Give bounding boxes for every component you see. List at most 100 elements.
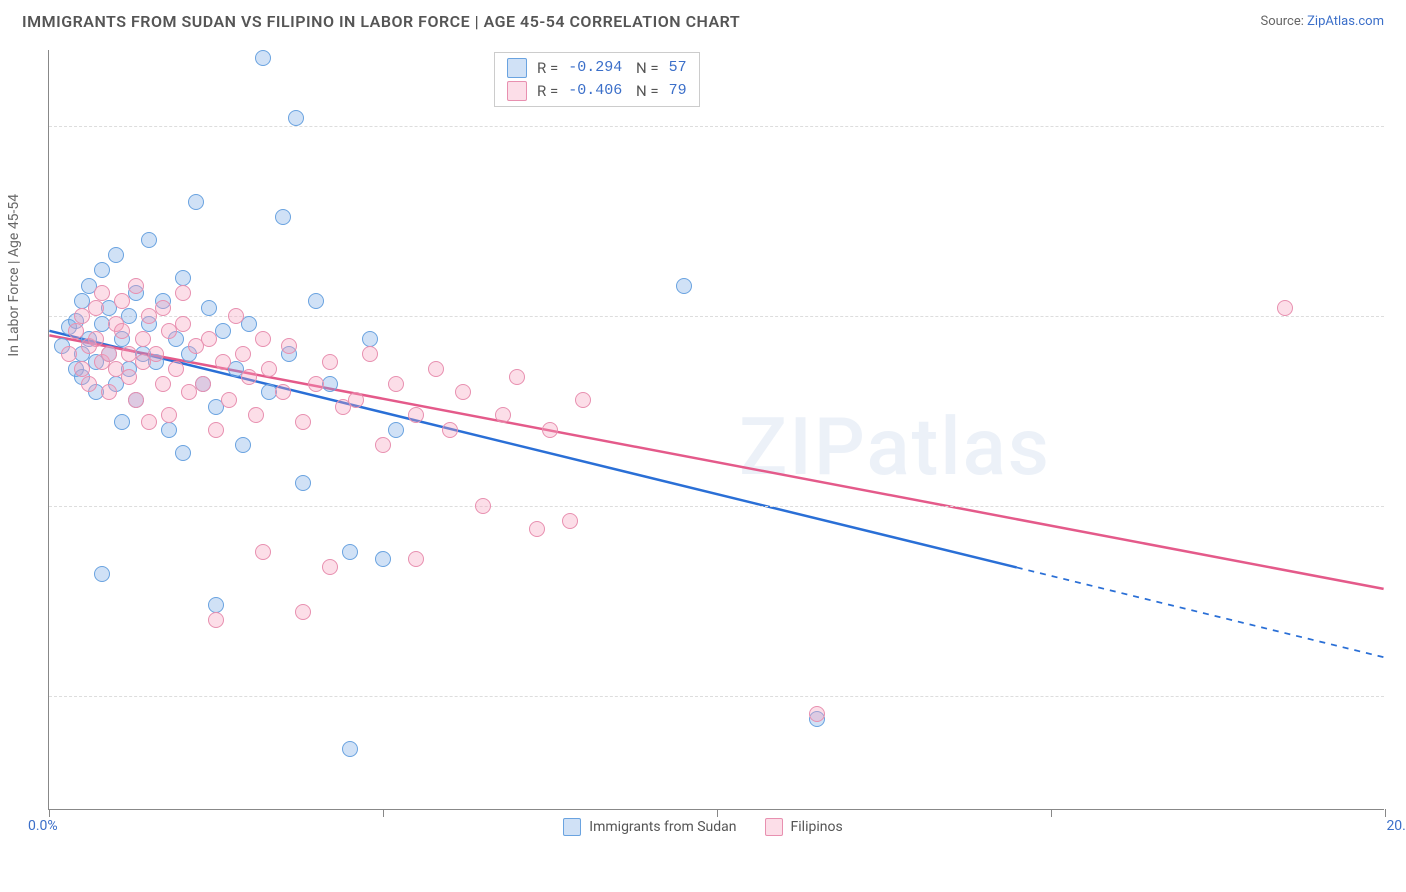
y-gridline <box>49 506 1384 507</box>
stat-legend-row: R = -0.406 N = 79 <box>507 80 687 103</box>
y-gridline <box>49 696 1384 697</box>
filipinos-point <box>308 376 324 392</box>
filipinos-point <box>228 308 244 324</box>
sudan-trendline-extrapolated <box>1017 567 1384 657</box>
legend-swatch <box>563 818 581 836</box>
filipinos-point <box>121 369 137 385</box>
sudan-point <box>208 597 224 613</box>
filipinos-point <box>148 346 164 362</box>
source-prefix: Source: <box>1260 14 1307 29</box>
sudan-point <box>94 566 110 582</box>
chart-header: IMMIGRANTS FROM SUDAN VS FILIPINO IN LAB… <box>0 0 1406 39</box>
sudan-point <box>676 278 692 294</box>
filipinos-point <box>241 369 257 385</box>
watermark-text: ZIPatlas <box>739 400 1051 494</box>
r-value: -0.294 <box>568 57 622 80</box>
sudan-point <box>114 414 130 430</box>
filipinos-point <box>562 513 578 529</box>
filipinos-point <box>261 361 277 377</box>
filipinos-point <box>94 285 110 301</box>
source-link[interactable]: ZipAtlas.com <box>1307 14 1384 29</box>
x-tick <box>1051 809 1052 817</box>
legend-swatch <box>765 818 783 836</box>
sudan-point <box>388 422 404 438</box>
y-tick-label: 87.5% <box>1389 308 1406 324</box>
filipinos-point <box>195 376 211 392</box>
n-label: N = <box>632 80 658 103</box>
sudan-point <box>235 437 251 453</box>
filipinos-point <box>509 369 525 385</box>
legend-swatch <box>507 58 527 78</box>
sudan-point <box>188 194 204 210</box>
filipinos-point <box>114 293 130 309</box>
filipinos-point <box>255 331 271 347</box>
filipinos-point <box>322 559 338 575</box>
filipinos-point <box>221 392 237 408</box>
stat-legend-row: R = -0.294 N = 57 <box>507 57 687 80</box>
filipinos-point <box>428 361 444 377</box>
filipinos-point <box>135 331 151 347</box>
filipinos-point <box>295 414 311 430</box>
series-legend: Immigrants from SudanFilipinos <box>0 818 1406 840</box>
scatter-chart: ZIPatlas R =-0.294 N =57R =-0.406 N =79 … <box>48 50 1384 810</box>
x-tick-label: 20.0% <box>1364 818 1406 834</box>
filipinos-point <box>388 376 404 392</box>
filipinos-point <box>408 407 424 423</box>
filipinos-point <box>155 376 171 392</box>
filipinos-point <box>155 300 171 316</box>
sudan-point <box>255 50 271 66</box>
sudan-point <box>241 316 257 332</box>
filipinos-point <box>1277 300 1293 316</box>
sudan-point <box>108 247 124 263</box>
filipinos-point <box>74 361 90 377</box>
filipinos-point <box>542 422 558 438</box>
filipinos-point <box>455 384 471 400</box>
filipinos-point <box>168 361 184 377</box>
chart-title: IMMIGRANTS FROM SUDAN VS FILIPINO IN LAB… <box>22 12 740 31</box>
x-tick-label: 0.0% <box>28 818 88 834</box>
sudan-point <box>362 331 378 347</box>
sudan-point <box>201 300 217 316</box>
sudan-point <box>308 293 324 309</box>
filipinos-point <box>128 392 144 408</box>
x-tick <box>717 809 718 817</box>
filipinos-point <box>475 498 491 514</box>
r-value: -0.406 <box>568 80 622 103</box>
filipinos-point <box>68 323 84 339</box>
r-label: R = <box>537 80 558 103</box>
filipinos-point <box>101 384 117 400</box>
filipinos-point <box>362 346 378 362</box>
filipinos-point <box>408 551 424 567</box>
filipinos-point <box>81 376 97 392</box>
filipinos-point <box>201 331 217 347</box>
filipinos-point <box>275 384 291 400</box>
correlation-legend: R = -0.294 N = 57 R = -0.406 N = 79 <box>494 52 700 107</box>
filipinos-point <box>235 346 251 362</box>
x-tick <box>1385 809 1386 817</box>
filipinos-point <box>88 300 104 316</box>
filipinos-point <box>322 354 338 370</box>
filipinos-point <box>215 354 231 370</box>
n-value: 57 <box>669 57 687 80</box>
filipinos-point <box>208 612 224 628</box>
n-label: N = <box>632 57 658 80</box>
filipinos-point <box>101 346 117 362</box>
sudan-point <box>288 110 304 126</box>
filipinos-point <box>529 521 545 537</box>
n-value: 79 <box>669 80 687 103</box>
y-tick-label: 62.5% <box>1389 688 1406 704</box>
filipinos-point <box>141 414 157 430</box>
source-attribution: Source: ZipAtlas.com <box>1260 14 1384 29</box>
sudan-point <box>375 551 391 567</box>
sudan-point <box>275 209 291 225</box>
filipinos-point <box>295 604 311 620</box>
filipinos-point <box>208 422 224 438</box>
sudan-point <box>141 232 157 248</box>
sudan-point <box>295 475 311 491</box>
legend-swatch <box>507 81 527 101</box>
sudan-point <box>161 422 177 438</box>
sudan-point <box>175 445 191 461</box>
legend-item-sudan: Immigrants from Sudan <box>563 818 736 836</box>
r-label: R = <box>537 57 558 80</box>
filipinos-point <box>161 407 177 423</box>
